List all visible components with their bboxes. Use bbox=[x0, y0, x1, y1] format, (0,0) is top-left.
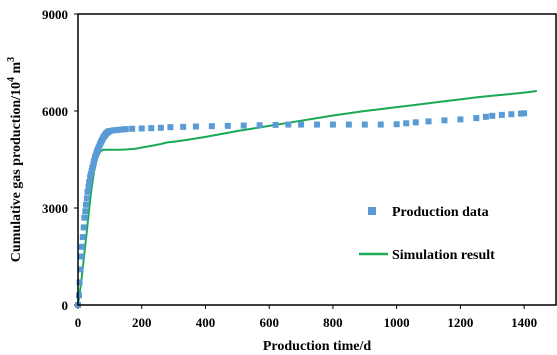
x-tick-label: 200 bbox=[132, 315, 152, 330]
data-point-production-data bbox=[122, 126, 129, 133]
data-point-production-data bbox=[77, 266, 84, 273]
y-tick-label: 3000 bbox=[42, 201, 68, 216]
x-tick-label: 600 bbox=[259, 315, 279, 330]
x-tick-label: 1400 bbox=[511, 315, 537, 330]
series-layer bbox=[75, 90, 538, 308]
x-tick-label: 1000 bbox=[384, 315, 410, 330]
data-point-production-data bbox=[498, 111, 505, 118]
plot-area bbox=[77, 13, 557, 306]
x-tick-label: 1200 bbox=[447, 315, 473, 330]
data-point-production-data bbox=[208, 123, 215, 130]
data-point-production-data bbox=[79, 234, 86, 241]
data-point-production-data bbox=[377, 121, 384, 128]
y-axis-label-unit-exponent: 3 bbox=[6, 57, 17, 62]
data-point-production-data bbox=[272, 121, 279, 128]
data-point-production-data bbox=[412, 119, 419, 126]
data-point-production-data bbox=[110, 127, 117, 134]
y-axis-label-main: Cumulative gas production/10 bbox=[9, 82, 24, 262]
data-point-production-data bbox=[508, 111, 515, 118]
data-point-production-data bbox=[393, 121, 400, 128]
data-point-production-data bbox=[116, 126, 123, 133]
x-axis-ticks: 0 200 400 600 800 1000 1200 1400 bbox=[75, 305, 537, 330]
y-axis-label-exponent: 4 bbox=[6, 77, 17, 82]
x-tick-label: 400 bbox=[196, 315, 216, 330]
y-axis-label: Cumulative gas production/104 m3 bbox=[6, 57, 24, 262]
data-point-production-data bbox=[75, 292, 82, 299]
data-point-production-data bbox=[224, 122, 231, 129]
data-point-production-data bbox=[82, 208, 89, 215]
series-line-simulation-result bbox=[77, 90, 538, 306]
y-tick-label: 6000 bbox=[42, 104, 68, 119]
data-point-production-data bbox=[82, 201, 89, 208]
data-point-production-data bbox=[345, 121, 352, 128]
y-tick-label: 0 bbox=[62, 298, 69, 313]
data-point-production-data bbox=[517, 110, 524, 117]
data-point-production-data bbox=[473, 115, 480, 122]
data-point-production-data bbox=[129, 125, 136, 132]
data-point-production-data bbox=[87, 171, 94, 178]
data-point-production-data bbox=[90, 161, 97, 168]
data-point-production-data bbox=[403, 120, 410, 127]
y-tick-label: 9000 bbox=[42, 7, 68, 22]
data-point-production-data bbox=[489, 112, 496, 119]
data-point-production-data bbox=[285, 121, 292, 128]
data-point-production-data bbox=[78, 243, 85, 250]
data-point-production-data bbox=[81, 214, 88, 221]
data-point-production-data bbox=[329, 121, 336, 128]
x-axis-label: Production time/d bbox=[263, 339, 371, 354]
data-point-production-data bbox=[425, 118, 432, 125]
data-point-production-data bbox=[113, 127, 120, 134]
data-point-production-data bbox=[240, 122, 247, 129]
data-point-production-data bbox=[361, 121, 368, 128]
data-point-production-data bbox=[157, 124, 164, 131]
data-point-production-data bbox=[138, 125, 145, 132]
data-point-production-data bbox=[314, 121, 320, 128]
data-point-production-data bbox=[90, 158, 97, 165]
x-tick-label: 800 bbox=[323, 315, 343, 330]
data-point-production-data bbox=[78, 253, 85, 260]
data-point-production-data bbox=[457, 116, 464, 123]
data-point-production-data bbox=[482, 113, 489, 120]
data-point-production-data bbox=[84, 188, 91, 195]
x-tick-label: 0 bbox=[75, 315, 82, 330]
y-axis-ticks: 0 3000 6000 9000 bbox=[42, 7, 78, 313]
data-point-production-data bbox=[298, 121, 305, 128]
data-point-production-data bbox=[119, 126, 126, 133]
data-point-production-data bbox=[85, 183, 92, 190]
data-point-production-data bbox=[88, 167, 95, 174]
data-point-production-data bbox=[83, 195, 90, 202]
legend-label-production-data: Production data bbox=[392, 205, 489, 220]
legend-marker-production-data bbox=[368, 207, 376, 215]
data-point-production-data bbox=[87, 174, 94, 181]
data-point-production-data bbox=[106, 128, 113, 135]
data-point-production-data bbox=[192, 123, 199, 130]
data-point-production-data bbox=[441, 117, 448, 124]
data-point-production-data bbox=[167, 124, 174, 131]
data-point-production-data bbox=[521, 110, 528, 117]
data-point-production-data bbox=[256, 122, 263, 129]
data-point-production-data bbox=[180, 123, 187, 130]
data-point-production-data bbox=[148, 125, 155, 132]
data-point-production-data bbox=[76, 279, 83, 286]
y-axis-label-unit: m bbox=[9, 61, 24, 77]
data-point-production-data bbox=[89, 164, 96, 171]
legend-label-simulation-result: Simulation result bbox=[392, 248, 495, 263]
data-point-production-data bbox=[86, 179, 93, 186]
data-point-production-data bbox=[80, 224, 87, 231]
legend: Production data Simulation result bbox=[359, 205, 495, 263]
